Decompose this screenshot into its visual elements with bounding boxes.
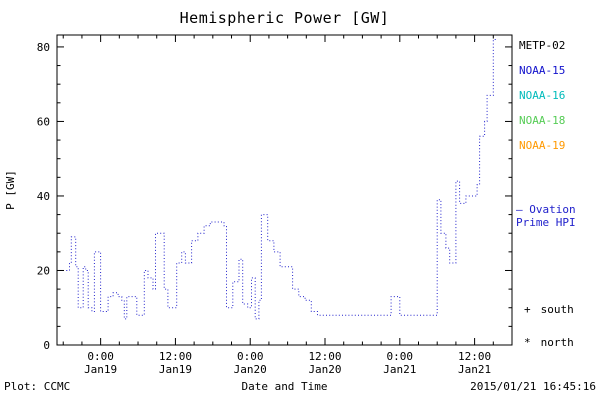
svg-text:Jan21: Jan21	[383, 363, 416, 376]
plot-credit: Plot: CCMC	[4, 380, 71, 393]
asterisk-marker-icon: *	[524, 336, 531, 349]
svg-text:Jan20: Jan20	[308, 363, 341, 376]
legend-item-metp-02: METP-02	[519, 39, 566, 52]
legend-ovation-prime-hpi: — Ovation Prime HPI	[516, 203, 576, 229]
legend-north-marker: * north	[524, 336, 574, 349]
svg-text:Jan20: Jan20	[234, 363, 267, 376]
svg-text:0:00: 0:00	[87, 350, 114, 363]
svg-text:60: 60	[37, 115, 50, 128]
ovation-label-line1: Ovation	[529, 203, 576, 216]
svg-text:20: 20	[37, 264, 50, 277]
legend-item-noaa-16: NOAA-16	[519, 89, 566, 102]
legend-item-noaa-15: NOAA-15	[519, 64, 566, 77]
svg-text:Jan19: Jan19	[159, 363, 192, 376]
line-sample-icon: —	[516, 203, 523, 216]
svg-text:0: 0	[43, 339, 50, 352]
north-label: north	[540, 336, 574, 349]
legend-satellites: METP-02 NOAA-15 NOAA-16 NOAA-18 NOAA-19	[519, 40, 565, 165]
svg-text:0:00: 0:00	[237, 350, 264, 363]
plus-marker-icon: +	[524, 303, 531, 316]
svg-text:Jan19: Jan19	[84, 363, 117, 376]
legend-item-noaa-19: NOAA-19	[519, 139, 566, 152]
svg-text:P [GW]: P [GW]	[4, 170, 17, 210]
svg-text:0:00: 0:00	[387, 350, 414, 363]
chart-title: Hemispheric Power [GW]	[179, 9, 390, 27]
svg-text:Jan21: Jan21	[458, 363, 491, 376]
legend-south-marker: + south	[524, 303, 574, 316]
timestamp: 2015/01/21 16:45:16	[470, 380, 596, 393]
x-axis-title: Date and Time	[241, 380, 328, 393]
svg-text:80: 80	[37, 41, 50, 54]
legend-item-noaa-18: NOAA-18	[519, 114, 566, 127]
svg-text:12:00: 12:00	[308, 350, 341, 363]
svg-text:12:00: 12:00	[458, 350, 491, 363]
ovation-label-line2: Prime HPI	[516, 216, 576, 229]
svg-text:12:00: 12:00	[159, 350, 192, 363]
svg-text:40: 40	[37, 190, 50, 203]
south-label: south	[540, 303, 574, 316]
